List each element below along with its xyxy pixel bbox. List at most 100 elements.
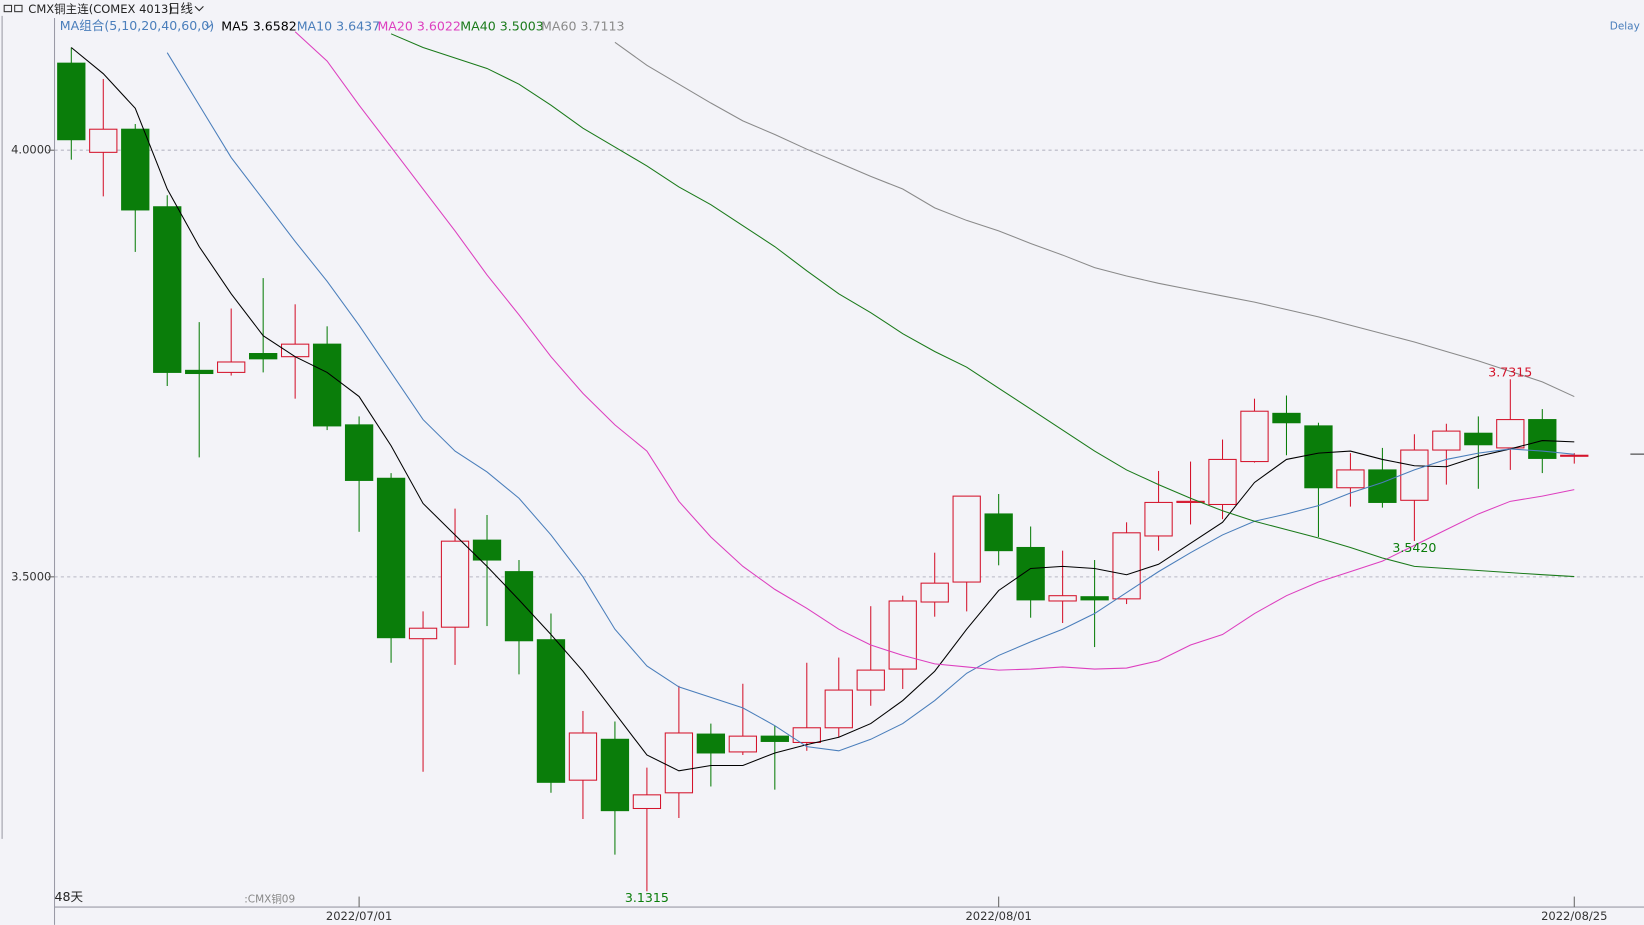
legend-name: MA20	[377, 18, 412, 33]
candle-body	[536, 639, 566, 783]
candle-body	[121, 128, 150, 211]
legend-name: MA60	[541, 18, 576, 33]
candle-body	[1272, 412, 1301, 424]
candle	[696, 723, 726, 787]
candle-body	[888, 600, 917, 670]
candle-body	[760, 735, 789, 742]
candle-body	[792, 727, 821, 743]
candle	[1432, 423, 1461, 485]
candle	[185, 322, 214, 458]
candle-body	[185, 369, 214, 375]
candle-body	[1464, 432, 1493, 446]
candle-body	[1336, 469, 1365, 489]
candle	[153, 195, 182, 387]
ma-line	[294, 31, 1575, 671]
indicator-dropdown-arrow[interactable]	[205, 23, 213, 29]
candle	[1016, 526, 1045, 618]
x-tick-label: 2022/08/25	[1541, 909, 1607, 923]
ma-line	[614, 41, 1575, 398]
legend-value: 3.6437	[336, 18, 380, 33]
candle-body	[1496, 419, 1525, 449]
ma-line	[390, 33, 1575, 578]
candle-body	[89, 128, 118, 153]
period-dropdown-arrow[interactable]	[194, 6, 204, 12]
candle	[1336, 453, 1365, 507]
candle	[1080, 560, 1109, 648]
candle-body	[984, 513, 1013, 552]
candle-body	[1240, 410, 1269, 463]
candle	[1048, 550, 1077, 623]
candle	[249, 278, 278, 373]
candle-body	[1304, 425, 1333, 489]
candle-body	[664, 732, 694, 794]
candle	[1176, 461, 1205, 525]
candle	[536, 613, 566, 793]
candle	[664, 685, 694, 818]
legend-name: MA40	[460, 18, 495, 33]
candle	[280, 304, 310, 399]
candle	[984, 493, 1013, 566]
candle-body	[153, 206, 182, 373]
legend-entry: MA40 3.5003	[460, 18, 543, 33]
candle-body	[952, 495, 981, 583]
candle-body	[1112, 532, 1141, 600]
candle	[792, 662, 821, 751]
legend-value: 3.6582	[253, 18, 297, 33]
candle-body	[1016, 546, 1045, 601]
candle-body	[217, 361, 246, 373]
candle	[1112, 522, 1141, 605]
y-tick-label: 3.5000	[11, 569, 51, 583]
header-icon	[14, 4, 23, 13]
candle-body	[920, 582, 949, 603]
candle-body	[600, 738, 630, 812]
candle-body	[632, 794, 662, 810]
candle	[824, 657, 853, 738]
ma-line	[70, 47, 1575, 772]
delay-label: Delay	[1610, 20, 1640, 32]
candle	[504, 560, 534, 675]
count-label: 48天	[55, 889, 84, 904]
extreme-label: 3.7315	[1488, 365, 1532, 380]
candle	[1240, 398, 1269, 463]
candle-body	[824, 689, 853, 729]
indicator-selector[interactable]: MA组合(5,10,20,40,60,0)	[60, 18, 214, 33]
candle	[121, 124, 150, 252]
candle	[1368, 447, 1397, 508]
period-selector[interactable]: 日线	[168, 1, 194, 16]
candle	[600, 721, 630, 855]
candle	[1496, 379, 1525, 470]
candle-body	[1080, 596, 1109, 601]
candle-body	[696, 733, 726, 754]
candle-body	[728, 735, 757, 753]
candle	[568, 710, 598, 819]
candle-body	[1176, 500, 1205, 503]
candle	[952, 495, 981, 612]
candle-body	[312, 343, 342, 427]
legend-name: MA5	[221, 18, 248, 33]
candle-body	[1560, 454, 1589, 457]
legend-entry: MA5 3.6582	[221, 18, 296, 33]
candle	[632, 767, 662, 892]
candle-body	[376, 477, 406, 639]
candle-body	[1208, 458, 1237, 506]
candle	[1400, 434, 1429, 542]
candle-body	[408, 627, 438, 640]
candle	[376, 473, 406, 663]
legend-name: MA10	[297, 18, 332, 33]
candle	[472, 514, 502, 627]
candle	[408, 611, 438, 772]
candle-body	[344, 424, 374, 481]
legend-value: 3.7113	[580, 18, 624, 33]
candle	[856, 606, 885, 706]
candle-body	[1528, 419, 1557, 459]
candle	[760, 725, 789, 790]
candle	[312, 326, 342, 431]
candle-body	[1400, 449, 1429, 501]
y-tick-label: 4.0000	[11, 143, 51, 157]
x-tick-label: 2022/07/01	[326, 909, 392, 923]
legend-value: 3.5003	[500, 18, 544, 33]
candle	[1304, 422, 1333, 537]
legend-entry: MA60 3.7113	[541, 18, 624, 33]
